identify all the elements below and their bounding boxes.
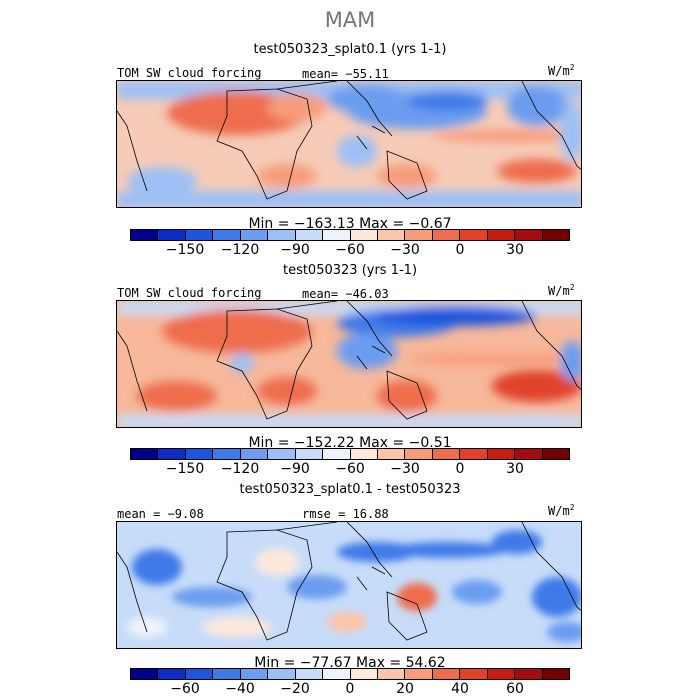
colorbar-swatch <box>487 230 516 240</box>
panel-1-field-label: TOM SW cloud forcing <box>117 66 262 80</box>
panel-2-colorbar <box>130 448 570 460</box>
colorbar-swatch <box>542 669 569 679</box>
colorbar-swatch <box>268 230 296 240</box>
colorbar-swatch <box>515 669 543 679</box>
colorbar-swatch <box>323 669 351 679</box>
panel-3-units: W/m2 <box>548 503 575 518</box>
panel-3-tick: 40 <box>451 681 469 697</box>
colorbar-swatch <box>460 449 488 459</box>
colorbar-swatch <box>131 449 159 459</box>
panel-3-tick: −60 <box>170 681 200 697</box>
colorbar-swatch <box>268 669 296 679</box>
colorbar-swatch <box>185 669 214 679</box>
panel-2-tick: 0 <box>455 461 465 477</box>
colorbar-swatch <box>240 449 269 459</box>
colorbar-swatch <box>185 449 214 459</box>
panel-1-tick: −30 <box>390 242 420 258</box>
panel-3-colorbar <box>130 668 570 680</box>
panel-1-tick: 30 <box>506 242 524 258</box>
colorbar-swatch <box>405 669 433 679</box>
colorbar-swatch <box>487 449 516 459</box>
colorbar-swatch <box>240 669 269 679</box>
colorbar-swatch <box>515 230 543 240</box>
colorbar-swatch <box>432 230 461 240</box>
colorbar-swatch <box>213 230 241 240</box>
colorbar-swatch <box>377 230 406 240</box>
panel-1-map <box>116 80 582 208</box>
panel-2-tick: −90 <box>280 461 310 477</box>
panel-2-field-label: TOM SW cloud forcing <box>117 286 262 300</box>
panel-2-tick: −30 <box>390 461 420 477</box>
panel-1-mean: mean= −55.11 <box>302 67 389 81</box>
panel-3-tick: 60 <box>506 681 524 697</box>
panel-1-tick: −150 <box>165 242 205 258</box>
colorbar-swatch <box>158 449 186 459</box>
colorbar-swatch <box>405 230 433 240</box>
panel-1-tick: −120 <box>220 242 260 258</box>
colorbar-swatch <box>377 669 406 679</box>
panel-2-tick: −150 <box>165 461 205 477</box>
colorbar-swatch <box>295 669 324 679</box>
colorbar-swatch <box>542 230 569 240</box>
colorbar-swatch <box>350 230 378 240</box>
colorbar-swatch <box>323 449 351 459</box>
colorbar-swatch <box>487 669 516 679</box>
colorbar-swatch <box>131 669 159 679</box>
colorbar-swatch <box>240 230 269 240</box>
panel-1-title: test050323_splat0.1 (yrs 1-1) <box>253 42 447 57</box>
panel-3-map <box>116 521 582 649</box>
colorbar-swatch <box>185 230 214 240</box>
panel-1-tick: 0 <box>455 242 465 258</box>
panel-1-minmax: Min = −163.13 Max = −0.67 <box>248 216 452 232</box>
panel-2-tick: −60 <box>335 461 365 477</box>
panel-2-map <box>116 300 582 428</box>
panel-3-tick: 0 <box>345 681 355 697</box>
panel-3-tick: 20 <box>396 681 414 697</box>
panel-3-rmse: rmse = 16.88 <box>302 507 389 521</box>
colorbar-swatch <box>158 669 186 679</box>
colorbar-swatch <box>213 449 241 459</box>
colorbar-swatch <box>515 449 543 459</box>
colorbar-swatch <box>131 230 159 240</box>
colorbar-swatch <box>460 669 488 679</box>
panel-1-units: W/m2 <box>548 63 575 78</box>
colorbar-swatch <box>350 669 378 679</box>
colorbar-swatch <box>542 449 569 459</box>
panel-3-tick: −20 <box>280 681 310 697</box>
colorbar-swatch <box>377 449 406 459</box>
panel-3-title: test050323_splat0.1 - test050323 <box>239 482 461 497</box>
panel-2-minmax: Min = −152.22 Max = −0.51 <box>248 435 452 451</box>
colorbar-swatch <box>295 449 324 459</box>
panel-2-title: test050323 (yrs 1-1) <box>282 263 418 278</box>
colorbar-swatch <box>268 449 296 459</box>
panel-3-mean: mean = −9.08 <box>117 507 204 521</box>
panel-1-colorbar <box>130 229 570 241</box>
colorbar-swatch <box>158 230 186 240</box>
colorbar-swatch <box>432 669 461 679</box>
colorbar-swatch <box>405 449 433 459</box>
colorbar-swatch <box>432 449 461 459</box>
panel-2-tick: −120 <box>220 461 260 477</box>
panel-1-tick: −90 <box>280 242 310 258</box>
panel-3-minmax: Min = −77.67 Max = 54.62 <box>254 655 446 671</box>
panel-3-tick: −40 <box>225 681 255 697</box>
colorbar-swatch <box>295 230 324 240</box>
colorbar-swatch <box>460 230 488 240</box>
colorbar-swatch <box>350 449 378 459</box>
colorbar-swatch <box>323 230 351 240</box>
panel-2-mean: mean= −46.03 <box>302 287 389 301</box>
panel-1-tick: −60 <box>335 242 365 258</box>
panel-2-units: W/m2 <box>548 283 575 298</box>
season-title: MAM <box>324 8 376 32</box>
colorbar-swatch <box>213 669 241 679</box>
panel-2-tick: 30 <box>506 461 524 477</box>
